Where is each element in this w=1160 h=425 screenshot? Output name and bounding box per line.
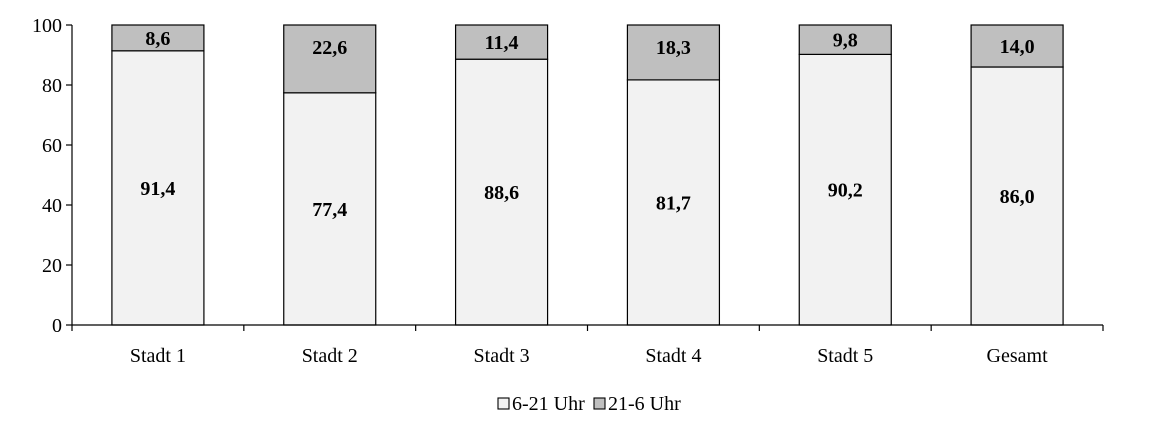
bar-segment-6-21-uhr-3 [454, 58, 549, 326]
y-tick-label-60: 60 [42, 135, 62, 157]
data-label-6-21-uhr-2: 77,4 [312, 199, 347, 221]
legend-swatch-6-21-uhr [497, 397, 510, 410]
bar-segment-6-21-uhr-6 [970, 66, 1064, 326]
bar-segment-21-6-uhr-2 [283, 24, 377, 94]
legend-swatch-21-6-uhr [593, 397, 606, 410]
x-tick-label-2: Stadt 2 [302, 345, 358, 367]
x-tick-label-5: Stadt 5 [817, 345, 873, 367]
y-tick-label-40: 40 [42, 195, 62, 217]
x-tick-label-1: Stadt 1 [130, 345, 186, 367]
bar-segment-21-6-uhr-1 [111, 24, 205, 52]
data-label-21-6-uhr-1: 8,6 [145, 28, 170, 50]
y-tick-label-100: 100 [32, 15, 62, 37]
bar-segment-21-6-uhr-3 [454, 24, 549, 60]
bar-segment-21-6-uhr-5 [798, 24, 892, 55]
bar-segment-21-6-uhr-6 [970, 24, 1064, 68]
data-label-6-21-uhr-6: 86,0 [1000, 186, 1035, 208]
data-label-21-6-uhr-2: 22,6 [312, 37, 347, 59]
x-tick-label-6: Gesamt [987, 345, 1049, 367]
data-label-6-21-uhr-1: 91,4 [140, 178, 175, 200]
y-tick-label-0: 0 [52, 315, 62, 337]
y-tick-label-20: 20 [42, 255, 62, 277]
data-label-6-21-uhr-4: 81,7 [656, 192, 691, 214]
data-label-21-6-uhr-3: 11,4 [485, 32, 519, 54]
x-tick-label-4: Stadt 4 [645, 345, 701, 367]
legend-label-6-21-uhr: 6-21 Uhr [512, 393, 585, 415]
data-label-21-6-uhr-4: 18,3 [656, 37, 691, 59]
data-label-21-6-uhr-5: 9,8 [833, 30, 858, 52]
data-label-6-21-uhr-5: 90,2 [828, 180, 863, 202]
bar-segment-6-21-uhr-1 [111, 50, 205, 326]
data-label-6-21-uhr-3: 88,6 [484, 182, 519, 204]
legend-label-21-6-uhr: 21-6 Uhr [608, 393, 681, 415]
bar-segment-21-6-uhr-4 [626, 24, 721, 81]
data-label-21-6-uhr-6: 14,0 [1000, 36, 1035, 58]
y-tick-label-80: 80 [42, 75, 62, 97]
x-tick-label-3: Stadt 3 [474, 345, 530, 367]
